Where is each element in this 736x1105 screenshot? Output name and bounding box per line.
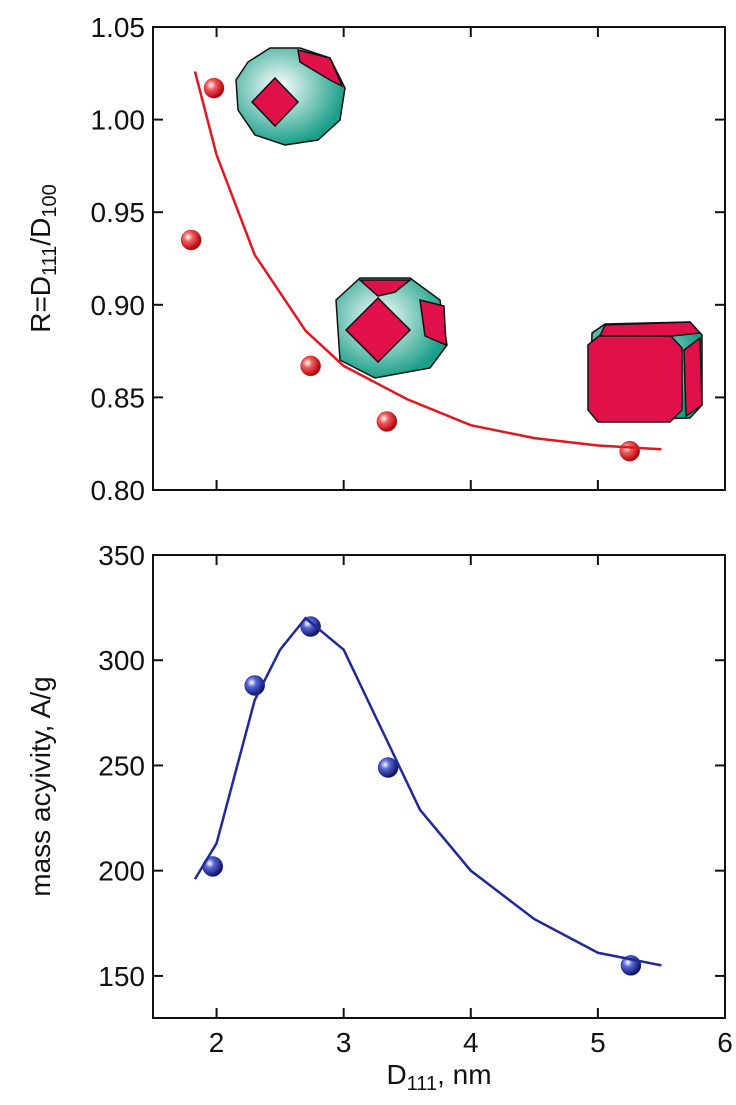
x-tick-label: 5 [590,1027,606,1058]
subscript: 111 [39,246,61,276]
subscript: 111 [407,1073,437,1095]
data-point [376,411,398,432]
label-part: R=D [25,276,56,333]
subscript: 100 [39,184,61,217]
data-point [300,616,321,637]
label-part: D [386,1059,406,1090]
y-tick-label: 200 [98,856,145,887]
plot-frame [152,554,726,1019]
data-point [619,440,640,462]
data-point [180,229,202,251]
axis-label: D111, nm [386,1059,491,1095]
fit-line [193,616,662,967]
y-tick-label: 0.85 [91,382,146,413]
data-point [300,355,321,377]
fit-line [193,71,662,451]
plot-frame [152,26,726,491]
y-tick-label: 150 [98,961,145,992]
y-tick-label: 350 [98,540,145,571]
data-point [203,77,225,99]
label-part: /D [25,218,56,246]
y-tick-label: 0.80 [91,475,146,506]
y-tick-label: 250 [98,750,145,781]
label-part: mass acyivity, A/g [25,676,56,896]
x-tick-label: 4 [463,1027,479,1058]
y-tick-label: 0.95 [91,197,146,228]
data-point [377,757,399,778]
y-tick-label: 1.00 [91,105,146,136]
x-tick-label: 6 [717,1027,733,1058]
y-tick-label: 1.05 [91,12,146,43]
y-tick-label: 0.90 [91,290,146,321]
polyhedron-icons [235,47,703,423]
x-tick-label: 2 [209,1027,225,1058]
y-tick-label: 300 [98,645,145,676]
axis-label: mass acyivity, A/g [25,676,56,896]
axis-label: R=D111/D100 [25,184,61,333]
label-part: , nm [437,1059,491,1090]
x-tick-label: 3 [336,1027,352,1058]
